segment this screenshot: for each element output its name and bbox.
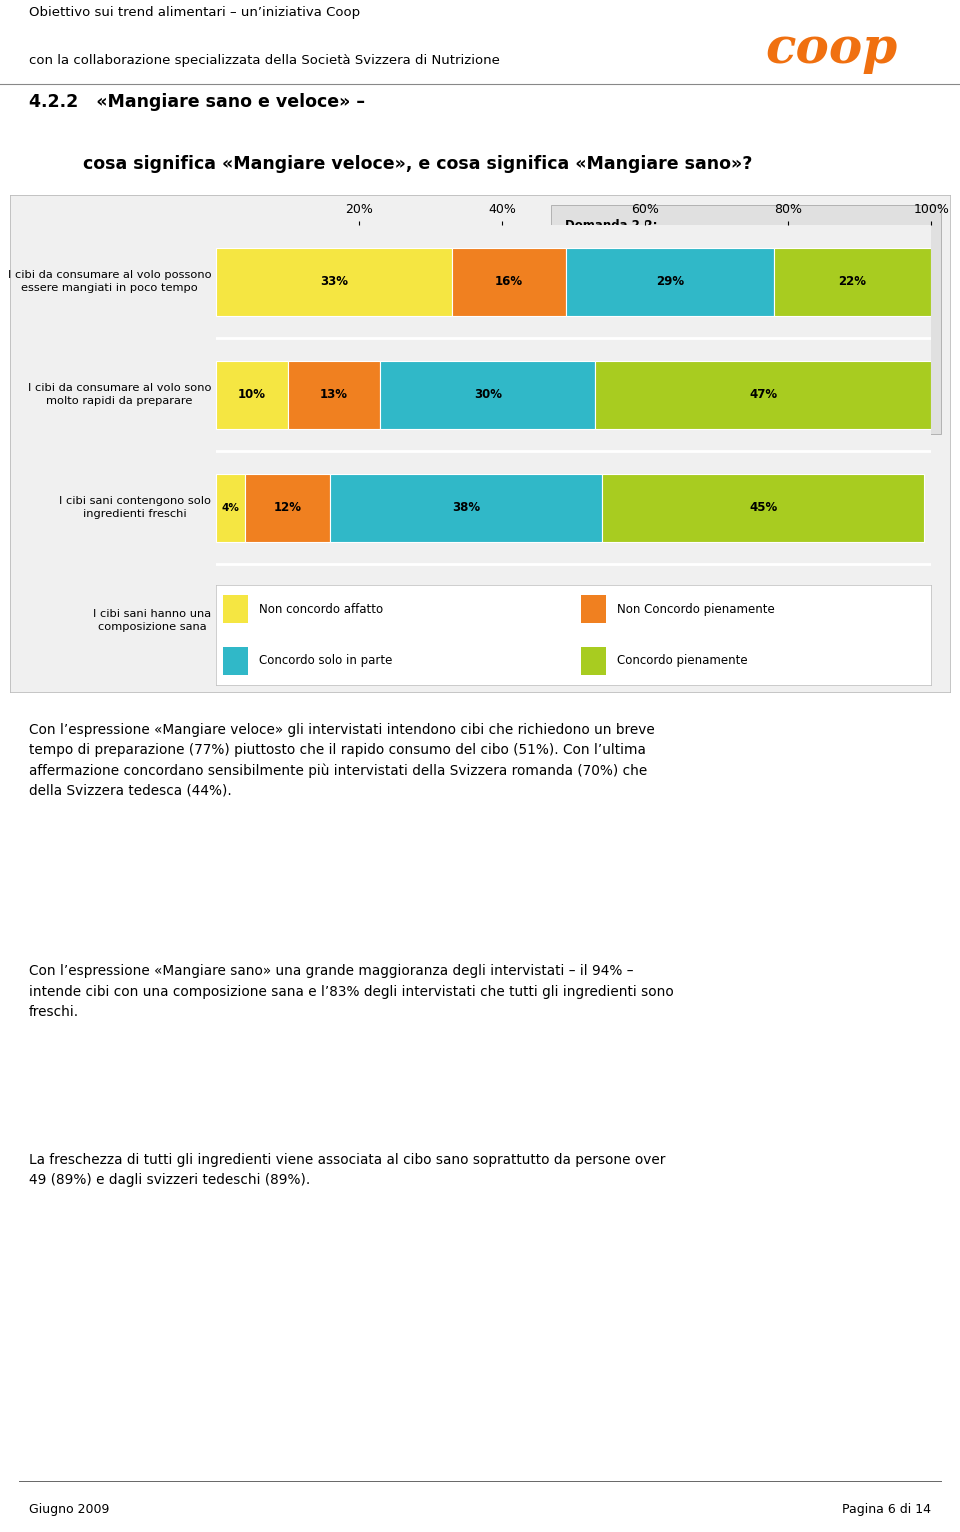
Text: I cibi sani contengono solo
ingredienti freschi: I cibi sani contengono solo ingredienti … [60, 496, 211, 519]
Text: I cibi da consumare al volo possono
essere mangiati in poco tempo: I cibi da consumare al volo possono esse… [8, 271, 211, 293]
Text: I cibi da consumare al volo sono
molto rapidi da preparare: I cibi da consumare al volo sono molto r… [28, 383, 211, 406]
Text: 38%: 38% [452, 501, 480, 515]
FancyBboxPatch shape [550, 205, 941, 434]
Text: I cibi sani hanno una
composizione sana: I cibi sani hanno una composizione sana [93, 610, 211, 631]
Text: Obiettivo sui trend alimentari – un’iniziativa Coop: Obiettivo sui trend alimentari – un’iniz… [29, 6, 360, 18]
Bar [216, 362, 288, 429]
FancyBboxPatch shape [581, 594, 606, 624]
Text: Concordo pienamente: Concordo pienamente [616, 654, 747, 668]
Bar [452, 248, 566, 316]
Text: 45%: 45% [749, 501, 778, 515]
Text: La preghiamo di prendere posizione in
merito alle seguenti dichiarazioni.
Base: : La preghiamo di prendere posizione in me… [564, 264, 803, 303]
Text: 13%: 13% [320, 388, 348, 401]
Bar [774, 248, 931, 316]
Text: Domanda 2.2:: Domanda 2.2: [564, 219, 658, 233]
Text: 29%: 29% [656, 276, 684, 288]
Bar [488, 587, 931, 654]
FancyBboxPatch shape [223, 594, 249, 624]
Text: 4%: 4% [222, 502, 239, 513]
Bar [595, 362, 931, 429]
Text: 16%: 16% [495, 276, 523, 288]
Text: cosa significa «Mangiare veloce», e cosa significa «Mangiare sano»?: cosa significa «Mangiare veloce», e cosa… [29, 155, 753, 173]
Text: 22%: 22% [838, 276, 867, 288]
Bar [252, 587, 488, 654]
Text: 3%: 3% [232, 616, 250, 625]
Bar [330, 473, 602, 541]
Text: con la collaborazione specializzata della Società Svizzera di Nutrizione: con la collaborazione specializzata dell… [29, 54, 499, 67]
Text: Pagina 6 di 14: Pagina 6 di 14 [842, 1503, 931, 1517]
Text: Con l’espressione «Mangiare veloce» gli intervistati intendono cibi che richiedo: Con l’espressione «Mangiare veloce» gli … [29, 723, 655, 798]
Text: Non concordo affatto: Non concordo affatto [259, 602, 383, 616]
Text: 62%: 62% [695, 614, 724, 627]
Bar [245, 473, 330, 541]
FancyBboxPatch shape [581, 647, 606, 674]
Text: 2: 2 [220, 616, 227, 625]
Bar [602, 473, 924, 541]
Text: 33%: 33% [320, 276, 348, 288]
Text: 12%: 12% [274, 501, 301, 515]
Text: 10%: 10% [238, 388, 266, 401]
Text: coop: coop [765, 26, 898, 74]
Text: 47%: 47% [749, 388, 778, 401]
Bar [566, 248, 774, 316]
Text: Non Concordo pienamente: Non Concordo pienamente [616, 602, 775, 616]
Bar [216, 248, 452, 316]
Text: 33%: 33% [356, 614, 384, 627]
Bar [288, 362, 380, 429]
Bar [230, 587, 252, 654]
Bar [380, 362, 595, 429]
FancyBboxPatch shape [223, 647, 249, 674]
Bar [216, 473, 245, 541]
Bar [216, 587, 230, 654]
Text: 30%: 30% [474, 388, 502, 401]
Text: 4.2.2   «Mangiare sano e veloce» –: 4.2.2 «Mangiare sano e veloce» – [29, 93, 365, 112]
Text: La freschezza di tutti gli ingredienti viene associata al cibo sano soprattutto : La freschezza di tutti gli ingredienti v… [29, 1154, 665, 1187]
Text: Concordo solo in parte: Concordo solo in parte [259, 654, 393, 668]
Text: Giugno 2009: Giugno 2009 [29, 1503, 109, 1517]
Text: Con l’espressione «Mangiare sano» una grande maggioranza degli intervistati – il: Con l’espressione «Mangiare sano» una gr… [29, 965, 674, 1019]
